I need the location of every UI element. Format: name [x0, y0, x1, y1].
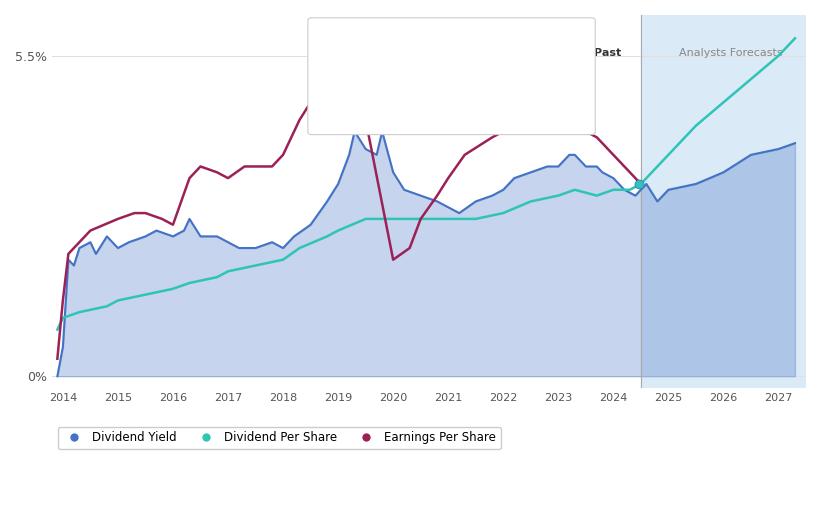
- Text: Earnings Per Share: Earnings Per Share: [320, 91, 419, 101]
- Text: Dividend Per Share: Dividend Per Share: [320, 71, 420, 81]
- Text: Dec 20 2024: Dec 20 2024: [320, 20, 402, 34]
- Text: 3.7%: 3.7%: [439, 50, 468, 60]
- Text: Dividend Yield: Dividend Yield: [320, 50, 395, 60]
- Bar: [641, 15, 806, 388]
- Text: /yr: /yr: [472, 50, 486, 60]
- Text: No data: No data: [439, 91, 480, 101]
- Text: Analysts Forecasts: Analysts Forecasts: [680, 48, 783, 57]
- Legend: Dividend Yield, Dividend Per Share, Earnings Per Share: Dividend Yield, Dividend Per Share, Earn…: [57, 427, 501, 449]
- Text: Past: Past: [594, 48, 621, 57]
- Text: JP¥100.000: JP¥100.000: [439, 71, 506, 81]
- Text: /yr: /yr: [499, 71, 513, 81]
